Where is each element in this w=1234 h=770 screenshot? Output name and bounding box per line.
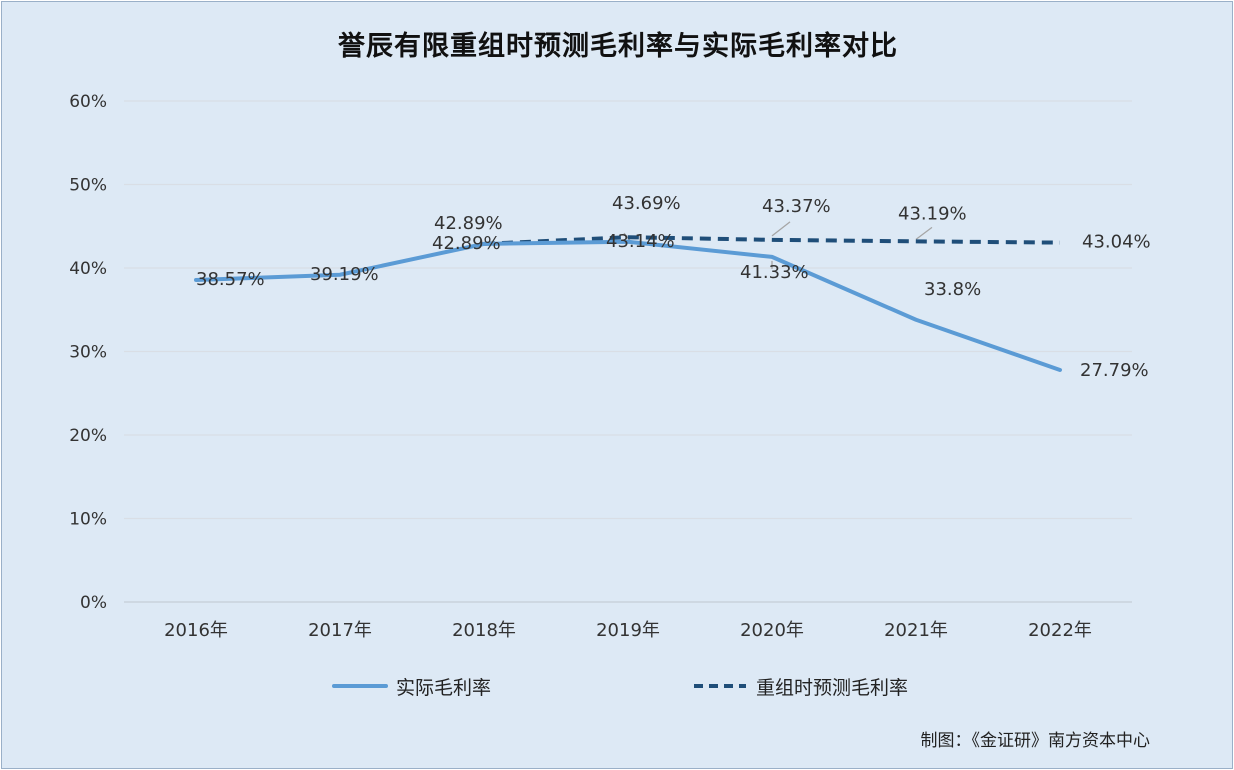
leader-line (915, 226, 933, 240)
y-tick-label: 30% (69, 343, 107, 363)
data-label-forecast: 43.37% (762, 196, 831, 217)
series-line-actual (194, 239, 1062, 372)
legend-label-forecast: 重组时预测毛利率 (756, 676, 909, 699)
y-tick-label: 40% (69, 259, 107, 279)
legend-item-actual: 实际毛利率 (332, 674, 492, 699)
y-tick-label: 20% (69, 426, 107, 446)
series-lines (194, 235, 1062, 372)
y-tick-label: 50% (69, 176, 107, 196)
chart-title: 誉辰有限重组时预测毛利率与实际毛利率对比 (338, 31, 898, 62)
data-label-forecast: 43.04% (1082, 232, 1151, 253)
x-tick-label: 2017年 (308, 620, 372, 641)
legend-label-actual: 实际毛利率 (396, 676, 492, 699)
x-tick-label: 2018年 (452, 620, 516, 641)
data-label-actual: 38.57% (196, 269, 265, 290)
x-axis-ticks: 2016年 2017年 2018年 2019年 2020年 2021年 2022年 (164, 620, 1092, 641)
data-label-actual: 42.89% (432, 233, 501, 254)
y-tick-label: 10% (69, 510, 107, 530)
data-label-forecast: 43.69% (612, 193, 681, 214)
x-tick-label: 2020年 (740, 620, 804, 641)
series-line-forecast (483, 235, 1061, 246)
data-label-actual: 33.8% (924, 279, 981, 300)
legend-swatch-solid (332, 684, 388, 688)
x-tick-label: 2022年 (1028, 620, 1092, 641)
y-tick-label: 0% (80, 593, 107, 613)
data-labels: 38.57% 39.19% 42.89% 43.14% 41.33% 33.8% 27.79… (196, 193, 1151, 381)
legend-swatch-dashed (694, 684, 746, 688)
y-axis-ticks: 0% 10% 20% 30% 40% 50% 60% (69, 92, 107, 613)
data-label-actual: 27.79% (1080, 360, 1149, 381)
data-label-actual: 43.14% (606, 231, 675, 252)
data-label-actual: 41.33% (740, 262, 809, 283)
x-tick-label: 2021年 (884, 620, 948, 641)
data-label-actual: 39.19% (310, 264, 379, 285)
data-label-forecast: 42.89% (434, 213, 503, 234)
leader-line (771, 221, 791, 237)
x-tick-label: 2016年 (164, 620, 228, 641)
data-label-forecast: 43.19% (898, 203, 967, 224)
x-tick-label: 2019年 (596, 620, 660, 641)
legend-item-forecast: 重组时预测毛利率 (692, 674, 909, 699)
gridlines (124, 100, 1132, 603)
source-note: 制图：《金证研》南方资本中心 (920, 731, 1151, 751)
y-tick-label: 60% (69, 92, 107, 112)
